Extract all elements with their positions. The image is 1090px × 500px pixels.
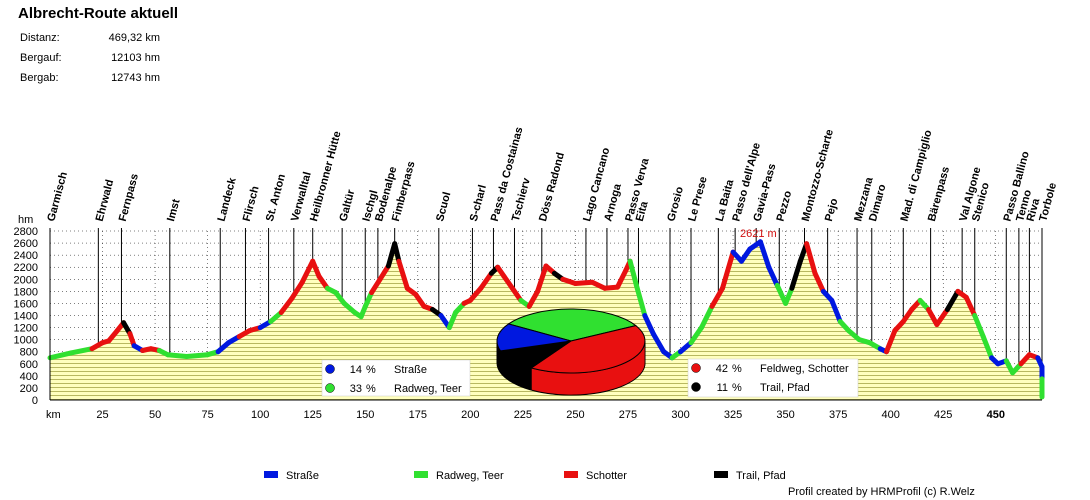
pie-legend-percent: 14 [350,364,362,376]
waypoint-label: Flirsch [241,185,262,223]
y-tick-label: 1200 [14,323,38,335]
x-tick-label: 250 [566,409,584,421]
pie-legend-marker [326,384,335,393]
pie-legend-percent: 33 [350,383,362,395]
pie-legend-label: Straße [394,364,427,376]
y-tick-label: 600 [20,359,38,371]
waypoint-label: St. Anton [264,173,288,223]
x-tick-label: 450 [987,409,1005,421]
x-axis-unit-label: km [46,409,61,421]
profile-segment [168,355,187,357]
x-tick-label: 125 [304,409,322,421]
pie-legend-marker [326,365,335,374]
y-tick-label: 0 [32,395,38,407]
max-elevation-label: 2621 m [740,228,777,240]
y-tick-label: 2600 [14,238,38,250]
waypoint-label: Pezzo [775,189,795,222]
pie-legend-marker [692,383,701,392]
waypoint-label: Galtür [337,188,357,223]
waypoint-label: Pejo [823,197,841,223]
y-axis-unit-label: hm [18,214,33,226]
profile-segment [575,282,592,283]
x-tick-label: 275 [619,409,637,421]
waypoint-label: Tschierv [510,176,533,223]
pie-legend-marker [692,364,701,373]
x-tick-label: 150 [356,409,374,421]
y-tick-label: 1600 [14,298,38,310]
waypoint-label: Garmisch [45,170,70,222]
pie-legend-percent-sign: % [732,363,742,375]
waypoint-label: Bärenpass [926,165,952,222]
legend-swatch [714,471,728,478]
y-tick-label: 1800 [14,286,38,298]
elevation-profile-chart: hm km Garmisch Ehrwald Fernpass Imst Landeck… [0,0,1090,500]
pie-legend-percent: 42 [716,363,728,375]
x-tick-label: 25 [96,409,108,421]
legend-label: Schotter [586,470,627,482]
waypoint-label: Döss Radond [537,151,567,223]
x-tick-label: 400 [881,409,899,421]
x-tick-label: 175 [409,409,427,421]
waypoint-label: Landeck [216,176,239,223]
waypoint-label: Grosio [665,185,686,223]
pie-legend-percent: 11 [717,382,728,394]
x-tick-label: 50 [149,409,161,421]
legend-label: Straße [286,470,319,482]
legend-label: Radweg, Teer [436,470,504,482]
y-tick-label: 200 [20,383,38,395]
profile-segment [187,355,208,357]
x-tick-label: 300 [671,409,689,421]
y-tick-label: 800 [20,347,38,359]
x-tick-label: 100 [251,409,269,421]
pie-legend-label: Trail, Pfad [760,382,810,394]
waypoint-label: Arnoga [602,182,624,223]
x-tick-label: 75 [202,409,214,421]
legend-swatch [264,471,278,478]
x-tick-label: 325 [724,409,742,421]
waypoint-label: S-charl [468,184,489,223]
y-tick-label: 2000 [14,274,38,286]
y-tick-label: 2200 [14,262,38,274]
y-tick-label: 1000 [14,335,38,347]
credit-text: Profil created by HRMProfil (c) R.Welz [788,486,975,498]
waypoint-label: Heilbronner Hütte [308,130,344,223]
waypoint-label: Le Prese [686,175,709,222]
pie-legend-percent-sign: % [366,364,376,376]
pie-legend-percent-sign: % [366,383,376,395]
x-tick-label: 200 [461,409,479,421]
waypoint-label: Scuol [434,191,453,223]
pie-legend-percent-sign: % [732,382,742,394]
x-tick-label: 350 [776,409,794,421]
y-tick-label: 400 [20,371,38,383]
pie-legend-label: Radweg, Teer [394,383,462,395]
legend-label: Trail, Pfad [736,470,786,482]
legend-swatch [564,471,578,478]
x-tick-label: 425 [934,409,952,421]
y-tick-label: 1400 [14,311,38,323]
pie-legend-label: Feldweg, Schotter [760,363,849,375]
y-tick-label: 2400 [14,250,38,262]
waypoint-label: Fernpass [117,172,141,222]
waypoint-label: Imst [165,197,183,222]
legend-swatch [414,471,428,478]
waypoint-label: Ehrwald [94,178,117,222]
y-tick-label: 2800 [14,226,38,238]
x-tick-label: 375 [829,409,847,421]
x-tick-label: 225 [514,409,532,421]
